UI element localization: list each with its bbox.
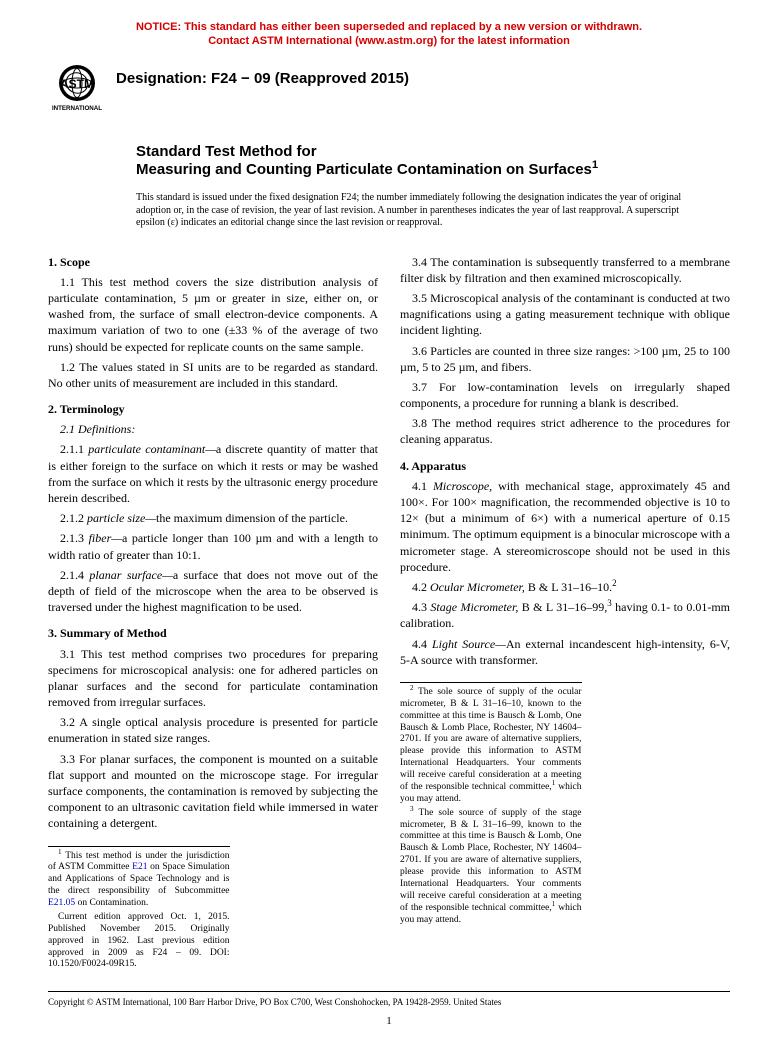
- fn1-c: on Contamination.: [75, 898, 148, 908]
- svg-text:INTERNATIONAL: INTERNATIONAL: [52, 105, 102, 112]
- page-number: 1: [48, 1014, 730, 1029]
- footnote-1-edition: Current edition approved Oct. 1, 2015. P…: [48, 912, 230, 971]
- summary-3-6: 3.6 Particles are counted in three size …: [400, 343, 730, 375]
- apparatus-head: 4. Apparatus: [400, 458, 730, 474]
- d2-body: the maximum dimension of the particle.: [156, 511, 348, 525]
- title-issue-note: This standard is issued under the fixed …: [136, 192, 686, 230]
- left-column-footnotes: 1 This test method is under the jurisdic…: [48, 846, 230, 972]
- page-container: NOTICE: This standard has either been su…: [0, 0, 778, 1059]
- fn2-body: The sole source of supply of the ocular …: [400, 687, 582, 792]
- title-lead: Standard Test Method for: [136, 143, 730, 162]
- title-block: Standard Test Method for Measuring and C…: [136, 143, 730, 230]
- apparatus-4-3: 4.3 Stage Micrometer, B & L 31–16–99,3 h…: [400, 599, 730, 631]
- summary-3-2: 3.2 A single optical analysis procedure …: [48, 714, 378, 746]
- apparatus-4-4: 4.4 Light Source—An external incandescen…: [400, 636, 730, 668]
- def-2-1-1: 2.1.1 particulate contaminant—a discrete…: [48, 441, 378, 506]
- def-2-1-3: 2.1.3 fiber—a particle longer than 100 µ…: [48, 530, 378, 562]
- notice-line2: Contact ASTM International (www.astm.org…: [208, 35, 570, 47]
- scope-head: 1. Scope: [48, 254, 378, 270]
- definitions-lead: 2.1 Definitions:: [48, 421, 378, 437]
- body-columns: 1. Scope 1.1 This test method covers the…: [48, 254, 730, 972]
- a42-body: B & L 31–16–10.: [525, 580, 612, 594]
- summary-head: 3. Summary of Method: [48, 625, 378, 641]
- right-column-footnotes: 2 The sole source of supply of the ocula…: [400, 682, 582, 927]
- footnote-2: 2 The sole source of supply of the ocula…: [400, 687, 582, 806]
- apparatus-4-1: 4.1 Microscope, with mechanical stage, a…: [400, 478, 730, 575]
- summary-3-8: 3.8 The method requires strict adherence…: [400, 415, 730, 447]
- astm-logo: ASTM INTERNATIONAL: [48, 63, 106, 113]
- fn1-link-e2105[interactable]: E21.05: [48, 898, 75, 908]
- svg-text:ASTM: ASTM: [60, 77, 94, 91]
- footnote-3: 3 The sole source of supply of the stage…: [400, 808, 582, 927]
- a43-body-a: B & L 31–16–99,: [518, 600, 607, 614]
- d2-term: particle size—: [87, 511, 156, 525]
- summary-3-1: 3.1 This test method comprises two proce…: [48, 646, 378, 711]
- d4-num: 2.1.4: [60, 568, 89, 582]
- d4-term: planar surface—: [89, 568, 172, 582]
- d1-term: particulate contaminant—: [88, 442, 216, 456]
- a41-term: Microscope,: [433, 479, 492, 493]
- fn3-body: The sole source of supply of the stage m…: [400, 808, 582, 913]
- apparatus-4-2: 4.2 Ocular Micrometer, B & L 31–16–10.2: [400, 579, 730, 595]
- footnote-1: 1 This test method is under the jurisdic…: [48, 851, 230, 910]
- title-main-text: Measuring and Counting Particulate Conta…: [136, 161, 592, 178]
- a43-num: 4.3: [412, 600, 430, 614]
- scope-1-2: 1.2 The values stated in SI units are to…: [48, 359, 378, 391]
- title-main: Measuring and Counting Particulate Conta…: [136, 161, 730, 180]
- a44-num: 4.4: [412, 637, 432, 651]
- a41-num: 4.1: [412, 479, 433, 493]
- header-row: ASTM INTERNATIONAL Designation: F24 − 09…: [48, 63, 730, 113]
- a42-term: Ocular Micrometer,: [430, 580, 525, 594]
- title-footnote-ref: 1: [592, 159, 598, 171]
- notice-line1: NOTICE: This standard has either been su…: [136, 21, 642, 33]
- a41-body: with mechanical stage, approximately 45 …: [400, 479, 730, 574]
- d2-num: 2.1.2: [60, 511, 87, 525]
- terminology-head: 2. Terminology: [48, 401, 378, 417]
- def-2-1-2: 2.1.2 particle size—the maximum dimensio…: [48, 510, 378, 526]
- summary-3-7: 3.7 For low-contamination levels on irre…: [400, 379, 730, 411]
- d3-num: 2.1.3: [60, 531, 89, 545]
- def-2-1-4: 2.1.4 planar surface—a surface that does…: [48, 567, 378, 616]
- fn1-link-e21[interactable]: E21: [132, 862, 147, 872]
- summary-3-4: 3.4 The contamination is subsequently tr…: [400, 254, 730, 286]
- summary-3-3: 3.3 For planar surfaces, the component i…: [48, 751, 378, 832]
- notice-banner: NOTICE: This standard has either been su…: [48, 20, 730, 49]
- a44-term: Light Source—: [432, 637, 506, 651]
- a42-num: 4.2: [412, 580, 430, 594]
- a43-term: Stage Micrometer,: [430, 600, 518, 614]
- copyright-bar: Copyright © ASTM International, 100 Barr…: [48, 991, 730, 1008]
- scope-1-1: 1.1 This test method covers the size dis…: [48, 274, 378, 355]
- d3-term: fiber—: [89, 531, 122, 545]
- a42-fnref: 2: [612, 578, 617, 588]
- summary-3-5: 3.5 Microscopical analysis of the contam…: [400, 290, 730, 339]
- designation-text: Designation: F24 − 09 (Reapproved 2015): [116, 69, 409, 89]
- d1-num: 2.1.1: [60, 442, 88, 456]
